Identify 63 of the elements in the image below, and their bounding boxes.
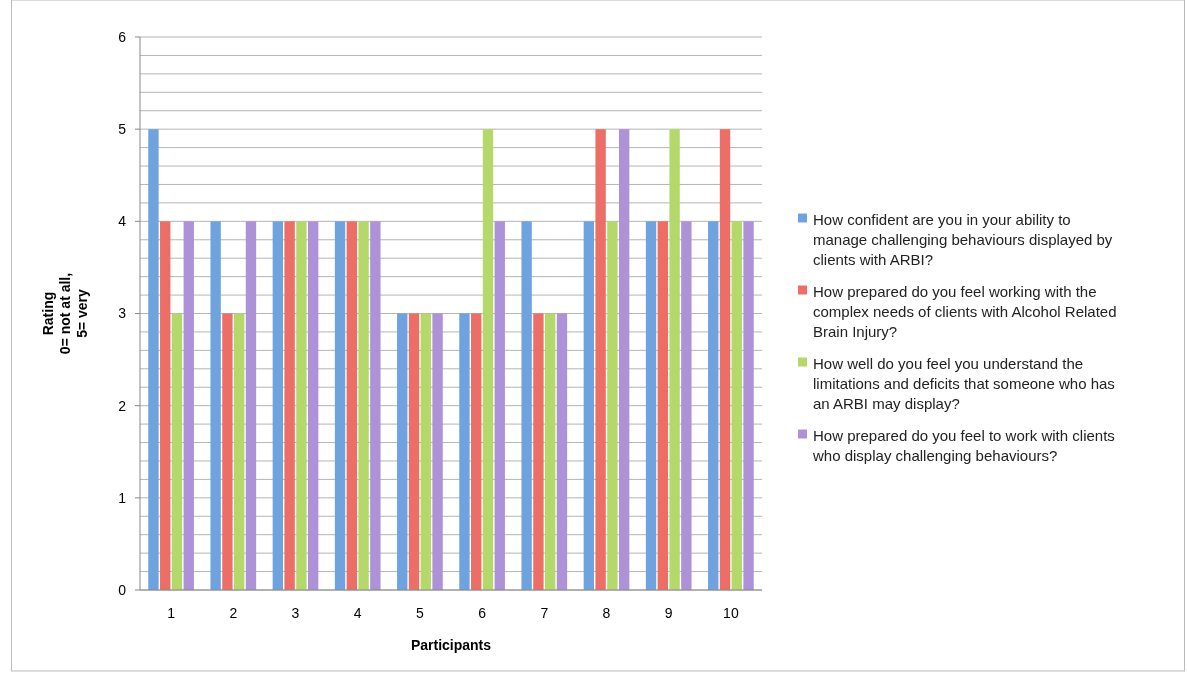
bar xyxy=(482,129,494,590)
legend-label: How well do you feel you understand the limitations and deficits that someone who has an ARBI may display? xyxy=(813,354,1115,412)
bar xyxy=(681,221,692,590)
legend-label: How prepared do you feel working with the complex needs of clients with Alcohol Related Brain Injury? xyxy=(813,282,1117,340)
bar xyxy=(669,129,680,590)
bar xyxy=(171,313,183,590)
legend-label: How prepared do you feel to work with clients who display challenging behaviours? xyxy=(812,426,1115,464)
bar xyxy=(719,129,731,590)
x-tick-label: 5 xyxy=(416,605,424,621)
bar xyxy=(408,313,420,590)
bar xyxy=(743,221,754,590)
bar xyxy=(583,221,595,590)
bar xyxy=(358,221,369,590)
bar xyxy=(148,129,159,590)
bar xyxy=(307,221,319,590)
x-tick-label: 1 xyxy=(167,605,176,621)
bar xyxy=(334,221,346,590)
x-tick-label: 10 xyxy=(723,605,739,621)
bar xyxy=(234,313,245,590)
bar xyxy=(160,221,171,590)
bar xyxy=(420,313,431,590)
y-tick-label: 3 xyxy=(118,305,127,322)
bar xyxy=(521,221,532,590)
y-tick-label: 4 xyxy=(118,213,127,230)
bar xyxy=(432,313,443,590)
bar xyxy=(296,221,307,590)
bar xyxy=(284,221,295,590)
bar xyxy=(346,221,357,590)
bar xyxy=(731,221,742,590)
bar xyxy=(645,221,657,590)
bar xyxy=(397,313,408,590)
bar xyxy=(370,221,381,590)
bar xyxy=(494,221,505,590)
x-tick-label: 9 xyxy=(664,605,673,621)
x-tick-label: 7 xyxy=(540,605,549,621)
x-tick-label: 8 xyxy=(602,605,611,621)
bar xyxy=(556,313,568,590)
x-axis-title: Participants xyxy=(410,637,492,653)
bar xyxy=(471,313,482,590)
bar xyxy=(533,313,544,590)
bar xyxy=(708,221,719,590)
y-tick-label: 0 xyxy=(118,581,127,598)
bar xyxy=(545,313,556,590)
x-tick-label: 6 xyxy=(478,605,487,621)
legend-label: How confident are you in your ability to manage challenging behaviours displayed by clients with ARBI? xyxy=(813,210,1113,268)
x-tick-label: 3 xyxy=(291,605,300,621)
y-tick-label: 2 xyxy=(118,397,127,414)
bar xyxy=(222,313,233,590)
y-tick-label: 1 xyxy=(118,489,127,506)
y-tick-label: 6 xyxy=(118,28,127,45)
bar xyxy=(618,129,630,590)
bar xyxy=(210,221,221,590)
x-tick-label: 2 xyxy=(229,605,238,621)
bar xyxy=(657,221,668,590)
bar xyxy=(183,221,194,590)
y-tick-label: 5 xyxy=(118,121,127,138)
bar xyxy=(607,221,618,590)
bar xyxy=(245,221,257,590)
bar xyxy=(272,221,284,590)
bar xyxy=(595,129,606,590)
x-tick-label: 4 xyxy=(353,605,362,621)
y-axis-title: Rating 0= not at all, 5= very xyxy=(40,272,90,355)
bar xyxy=(459,313,470,590)
